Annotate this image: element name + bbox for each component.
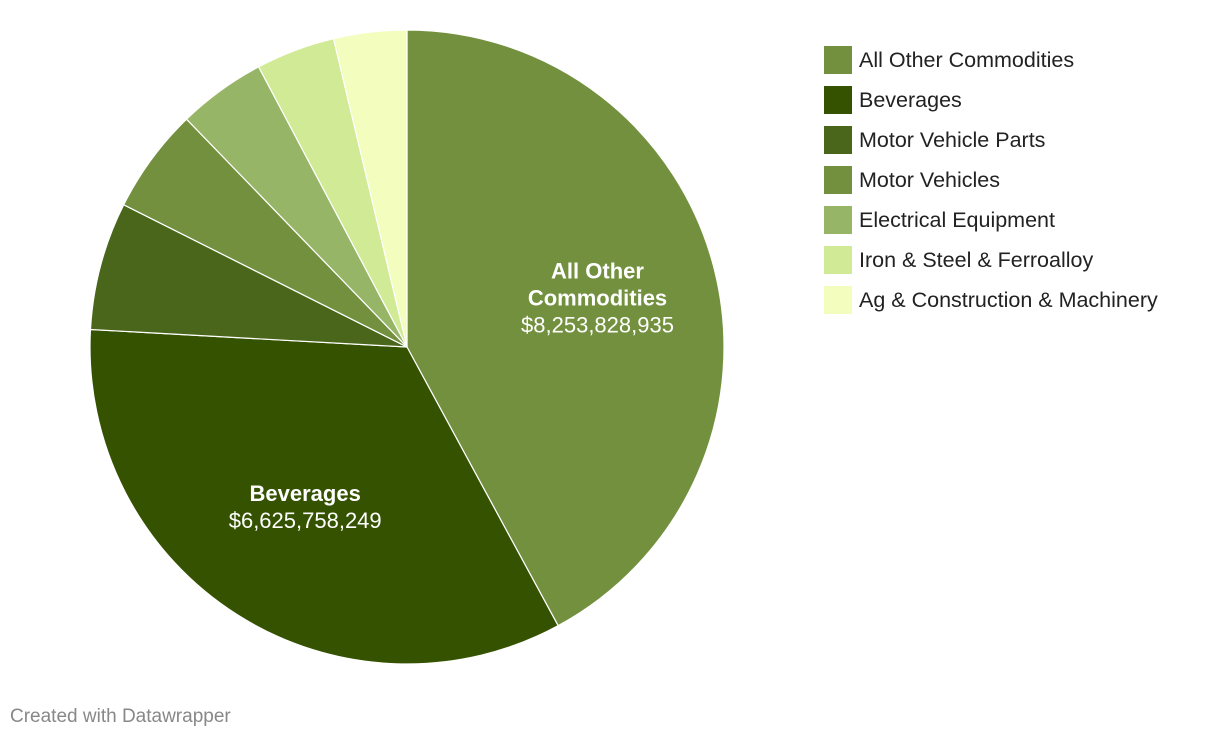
legend-label: Electrical Equipment <box>859 207 1055 232</box>
slice-value-beverages: $6,625,758,249 <box>229 508 382 533</box>
legend-swatch <box>824 246 852 274</box>
legend-item-all-other-commodities[interactable]: All Other Commodities <box>824 40 1214 80</box>
legend-item-iron-steel-ferroalloy[interactable]: Iron & Steel & Ferroalloy <box>824 240 1214 280</box>
slice-label-beverages: Beverages <box>250 481 361 506</box>
legend-item-electrical-equipment[interactable]: Electrical Equipment <box>824 200 1214 240</box>
legend-swatch <box>824 206 852 234</box>
legend-label: All Other Commodities <box>859 47 1075 72</box>
pie-slice-motor-vehicle-parts[interactable] <box>89 204 408 348</box>
legend-item-motor-vehicle-parts[interactable]: Motor Vehicle Parts <box>824 120 1214 160</box>
pie-slices <box>89 29 725 665</box>
slice-value-all-other-commodities: $8,253,828,935 <box>521 313 674 338</box>
slice-label-all-other-commodities-line-2: Commodities <box>528 286 667 311</box>
legend-item-beverages[interactable]: Beverages <box>824 80 1214 120</box>
legend-item-motor-vehicles[interactable]: Motor Vehicles <box>824 160 1214 200</box>
legend-label: Motor Vehicles <box>859 167 1001 192</box>
legend-label: Motor Vehicle Parts <box>859 127 1046 152</box>
legend: All Other Commodities Beverages Motor Vehi… <box>824 40 1214 320</box>
legend-swatch <box>824 86 852 114</box>
legend-swatch <box>824 166 852 194</box>
legend-label: Iron & Steel & Ferroalloy <box>859 247 1094 272</box>
pie-slice-all-other-commodities[interactable] <box>406 29 725 627</box>
legend-label: Ag & Construction & Machinery <box>859 287 1158 312</box>
pie-slice-ag-construction-machinery[interactable] <box>332 29 408 348</box>
pie-slice-beverages[interactable] <box>89 328 559 665</box>
slice-label-all-other-commodities-line-1: All Other <box>551 259 644 284</box>
credit-text[interactable]: Created with Datawrapper <box>10 706 231 727</box>
legend-swatch <box>824 286 852 314</box>
legend-label: Beverages <box>859 87 962 112</box>
legend-swatch <box>824 126 852 154</box>
legend-swatch <box>824 46 852 74</box>
legend-item-ag-construction-machinery[interactable]: Ag & Construction & Machinery <box>824 280 1214 320</box>
